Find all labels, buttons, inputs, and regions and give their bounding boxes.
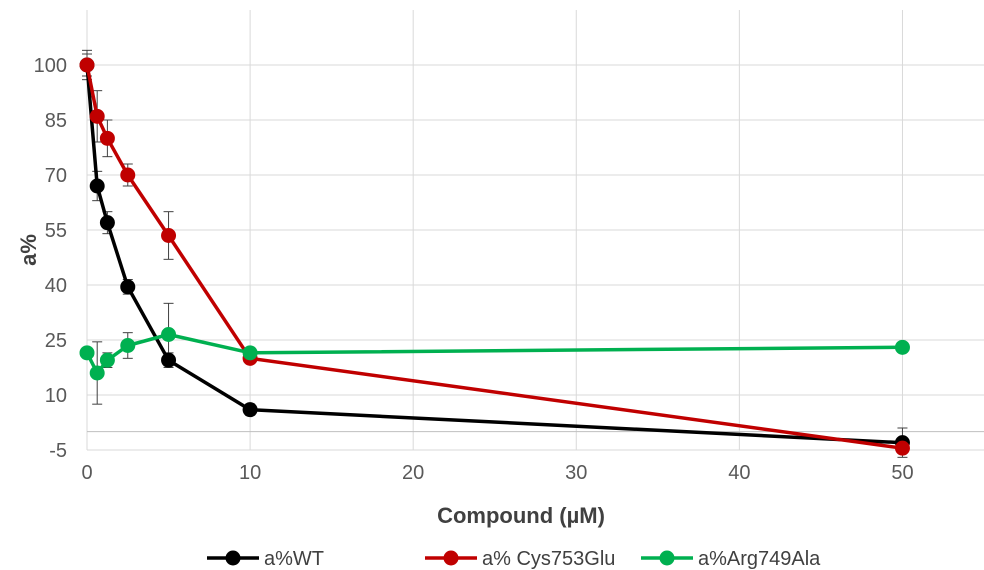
- data-point: [242, 402, 258, 418]
- legend-marker: [443, 550, 459, 566]
- legend-label: a%Arg749Ala: [698, 548, 821, 570]
- data-point: [894, 339, 910, 355]
- data-point: [99, 352, 115, 368]
- data-point: [79, 345, 95, 361]
- legend: a%WT a% Cys753Glu a%Arg749Ala: [207, 548, 821, 570]
- x-axis-title: Compound (µM): [437, 503, 605, 528]
- data-point: [242, 345, 258, 361]
- legend-marker: [659, 550, 675, 566]
- data-point: [120, 167, 136, 183]
- x-tick-label: 20: [402, 462, 424, 484]
- y-tick-label: 85: [45, 110, 67, 132]
- x-tick-label: 0: [81, 462, 92, 484]
- x-tick-label: 10: [239, 462, 261, 484]
- legend-label: a% Cys753Glu: [482, 548, 615, 570]
- y-tick-label: 55: [45, 220, 67, 242]
- data-point: [161, 228, 177, 243]
- gridlines: [86, 10, 984, 451]
- legend-label: a%WT: [264, 548, 324, 570]
- y-tick-label: 70: [45, 165, 67, 187]
- data-point: [99, 215, 115, 231]
- data-point: [120, 338, 136, 353]
- x-tick-label: 30: [565, 462, 587, 484]
- data-point: [79, 57, 95, 73]
- y-tick-label: 10: [45, 385, 67, 407]
- x-tick-label: 40: [728, 462, 750, 484]
- data-points: [79, 57, 910, 456]
- tick-labels: -5 10 25 40 55 70 85 100 0 10 20 30 40 50: [34, 55, 914, 484]
- error-bars: [82, 49, 908, 458]
- data-point: [89, 108, 105, 124]
- series-line-0: [85, 64, 903, 445]
- y-axis-title: a%: [16, 234, 41, 266]
- y-tick-label: 40: [45, 275, 67, 297]
- x-tick-label: 50: [891, 462, 913, 484]
- data-point: [161, 327, 177, 342]
- y-tick-label: 25: [45, 330, 67, 352]
- data-point: [89, 178, 105, 194]
- legend-marker: [225, 550, 241, 566]
- data-point: [120, 279, 136, 295]
- series-lines: [85, 64, 903, 450]
- data-point: [161, 352, 177, 368]
- data-point: [99, 130, 115, 146]
- data-point: [894, 440, 910, 456]
- data-point: [89, 365, 105, 381]
- y-tick-label: 100: [34, 55, 67, 77]
- y-tick-label: -5: [49, 440, 67, 462]
- series-line-1: [85, 64, 903, 450]
